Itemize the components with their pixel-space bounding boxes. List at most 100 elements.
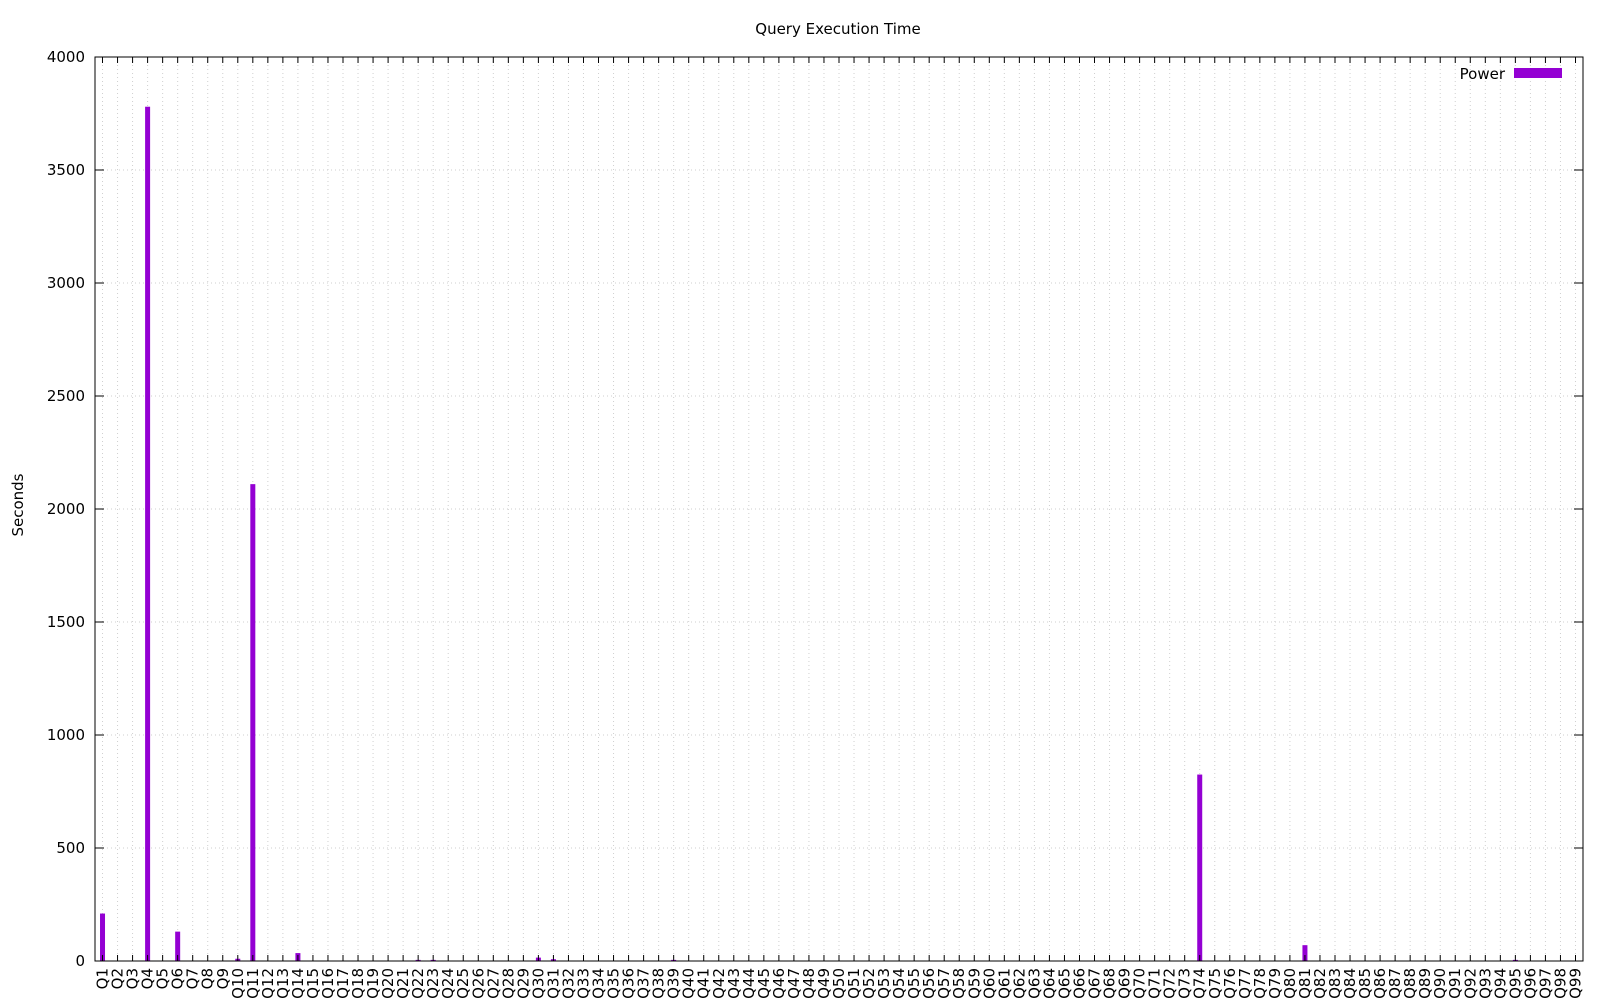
- bar-q11: [250, 484, 256, 961]
- x-tick-label: Q31: [544, 968, 562, 999]
- x-tick-label: Q50: [830, 968, 848, 999]
- x-tick-label: Q39: [665, 968, 683, 999]
- x-tick-label: Q94: [1491, 968, 1509, 999]
- x-tick-label: Q1: [94, 968, 112, 989]
- bar-q81: [1302, 945, 1308, 961]
- x-tick-label: Q65: [1055, 968, 1073, 999]
- x-tick-label: Q5: [154, 968, 172, 989]
- y-tick-label: 3000: [47, 274, 85, 292]
- x-tick-label: Q81: [1296, 968, 1314, 999]
- y-tick-label: 500: [56, 839, 85, 857]
- x-tick-label: Q24: [439, 968, 457, 999]
- x-tick-label: Q52: [860, 968, 878, 999]
- x-tick-label: Q87: [1386, 968, 1404, 999]
- x-tick-label: Q67: [1086, 968, 1104, 999]
- grid-lines: [95, 57, 1583, 961]
- x-tick-label: Q71: [1146, 968, 1164, 999]
- x-tick-label: Q37: [635, 968, 653, 999]
- x-tick-label: Q27: [484, 968, 502, 999]
- x-tick-label: Q75: [1206, 968, 1224, 999]
- bar-q74: [1197, 774, 1203, 961]
- x-tick-label: Q7: [184, 968, 202, 989]
- x-tick-label: Q70: [1131, 968, 1149, 999]
- y-tick-label: 2500: [47, 387, 85, 405]
- x-tick-label: Q74: [1191, 968, 1209, 999]
- x-tick-label: Q18: [349, 968, 367, 999]
- x-tick-label: Q3: [124, 968, 142, 989]
- x-tick-label: Q13: [274, 968, 292, 999]
- x-tick-label: Q91: [1446, 968, 1464, 999]
- x-tick-label: Q66: [1070, 968, 1088, 999]
- x-tick-label: Q45: [755, 968, 773, 999]
- x-tick-label: Q76: [1221, 968, 1239, 999]
- x-tick-label: Q19: [364, 968, 382, 999]
- y-tick-label: 0: [75, 952, 85, 970]
- x-tick-label: Q32: [559, 968, 577, 999]
- x-tick-label: Q41: [695, 968, 713, 999]
- x-tick-label: Q62: [1010, 968, 1028, 999]
- x-tick-label: Q82: [1311, 968, 1329, 999]
- x-tick-label: Q97: [1536, 968, 1554, 999]
- bar-q4: [145, 106, 151, 962]
- x-tick-label: Q83: [1326, 968, 1344, 999]
- x-tick-label: Q72: [1161, 968, 1179, 999]
- x-tick-label: Q93: [1476, 968, 1494, 999]
- x-tick-label: Q78: [1251, 968, 1269, 999]
- x-tick-label: Q88: [1401, 968, 1419, 999]
- x-axis-ticks: Q1Q2Q3Q4Q5Q6Q7Q8Q9Q10Q11Q12Q13Q14Q15Q16Q…: [94, 57, 1584, 999]
- x-tick-label: Q12: [259, 968, 277, 999]
- x-tick-label: Q38: [650, 968, 668, 999]
- x-tick-label: Q56: [920, 968, 938, 999]
- x-tick-label: Q42: [710, 968, 728, 999]
- y-tick-label: 3500: [47, 161, 85, 179]
- x-tick-label: Q89: [1416, 968, 1434, 999]
- x-tick-label: Q16: [319, 968, 337, 999]
- x-tick-label: Q95: [1506, 968, 1524, 999]
- x-tick-label: Q6: [169, 968, 187, 989]
- x-tick-label: Q51: [845, 968, 863, 999]
- x-tick-label: Q28: [499, 968, 517, 999]
- x-tick-label: Q49: [815, 968, 833, 999]
- y-axis-label: Seconds: [9, 473, 27, 536]
- x-tick-label: Q9: [214, 968, 232, 989]
- x-tick-label: Q98: [1551, 968, 1569, 999]
- x-tick-label: Q96: [1521, 968, 1539, 999]
- legend: Power: [1460, 65, 1562, 83]
- chart-title: Query Execution Time: [755, 20, 920, 38]
- x-tick-label: Q92: [1461, 968, 1479, 999]
- x-tick-label: Q22: [409, 968, 427, 999]
- x-tick-label: Q90: [1431, 968, 1449, 999]
- x-tick-label: Q84: [1341, 968, 1359, 999]
- x-tick-label: Q15: [304, 968, 322, 999]
- x-tick-label: Q10: [229, 968, 247, 999]
- x-tick-label: Q59: [965, 968, 983, 999]
- x-tick-label: Q69: [1116, 968, 1134, 999]
- x-tick-label: Q77: [1236, 968, 1254, 999]
- x-tick-label: Q2: [109, 968, 127, 989]
- x-tick-label: Q36: [620, 968, 638, 999]
- x-tick-label: Q60: [980, 968, 998, 999]
- y-axis-ticks: 0 500 1000 1500 2000 2500 3000 3500 4000: [47, 48, 1583, 970]
- x-tick-label: Q57: [935, 968, 953, 999]
- bar-q1: [100, 913, 106, 961]
- x-tick-label: Q68: [1101, 968, 1119, 999]
- plot-frame: [94, 56, 1584, 962]
- x-tick-label: Q73: [1176, 968, 1194, 999]
- x-tick-label: Q47: [785, 968, 803, 999]
- x-tick-label: Q17: [334, 968, 352, 999]
- x-tick-label: Q80: [1281, 968, 1299, 999]
- x-tick-label: Q58: [950, 968, 968, 999]
- bar-q6: [175, 931, 181, 961]
- x-tick-label: Q40: [680, 968, 698, 999]
- x-tick-label: Q79: [1266, 968, 1284, 999]
- x-tick-label: Q11: [244, 968, 262, 999]
- x-tick-label: Q30: [529, 968, 547, 999]
- x-tick-label: Q53: [875, 968, 893, 999]
- x-tick-label: Q14: [289, 968, 307, 999]
- x-tick-label: Q35: [605, 968, 623, 999]
- x-tick-label: Q99: [1566, 968, 1584, 999]
- y-tick-label: 2000: [47, 500, 85, 518]
- x-tick-label: Q54: [890, 968, 908, 999]
- x-tick-label: Q33: [574, 968, 592, 999]
